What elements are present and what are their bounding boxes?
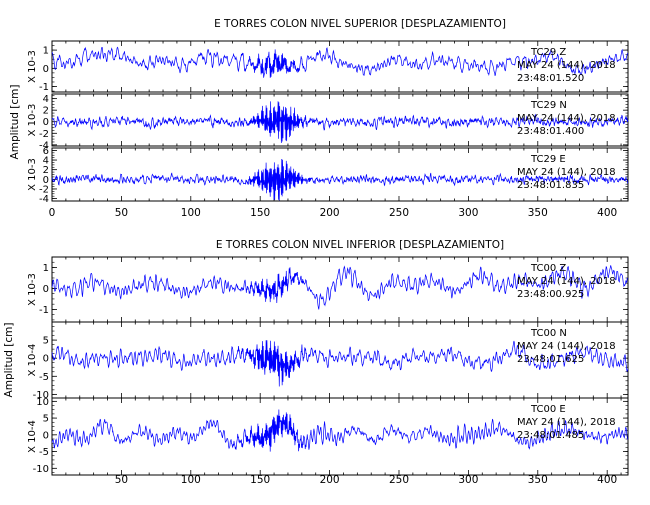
y-tick-label: 0 [43, 430, 49, 441]
y-tick-label: 5 [43, 414, 49, 425]
chart-title: E TORRES COLON NIVEL INFERIOR [DESPLAZAM… [216, 239, 504, 251]
x-tick-label: 300 [458, 207, 478, 219]
y-tick-label: 0 [43, 64, 49, 75]
panel-tc00-n: -10 -5 0 5 X 10-4 TC00 N MAY 24 (144), 2018 23:… [27, 321, 629, 401]
y-tick-label: 4 [43, 156, 49, 167]
y-tick-label: -2 [39, 129, 49, 140]
time-label: 23:48:01.625 [517, 354, 584, 365]
date-label: MAY 24 (144), 2018 [517, 417, 616, 428]
waveform-trace [51, 101, 629, 144]
x-tick-label: 350 [528, 474, 548, 486]
y-tick-label: 0 [43, 175, 49, 186]
y-tick-label: 6 [43, 146, 49, 157]
x-tick-label: 100 [181, 474, 201, 486]
date-label: MAY 24 (144), 2018 [517, 60, 616, 71]
y-axis-label: Amplitud [cm] [3, 323, 15, 398]
x-tick-label: 250 [389, 474, 409, 486]
x-tick-label: 100 [181, 207, 201, 219]
y-tick-label: 10 [36, 397, 49, 408]
station-component-label: TC29 Z [530, 47, 566, 58]
date-label: MAY 24 (144), 2018 [517, 167, 616, 178]
y-tick-label: -4 [39, 194, 49, 205]
y-tick-label: 2 [43, 106, 49, 117]
station-component-label: TC00 N [530, 328, 567, 339]
time-label: 23:48:01.520 [517, 73, 584, 84]
panel-frame [51, 397, 629, 476]
x-tick-label: 400 [597, 207, 617, 219]
y-tick-label: -4 [39, 140, 49, 151]
waveform-trace [51, 409, 629, 452]
waveform-trace [51, 340, 629, 387]
y-tick-label: 1 [43, 263, 49, 274]
y-tick-label: 2 [43, 165, 49, 176]
panel-tc00-z: -1 0 1 X 10-3 TC00 Z MAY 24 (144), 2018 23:48:… [27, 256, 629, 323]
y-tick-label: -1 [39, 305, 49, 316]
figure-2: E TORRES COLON NIVEL INFERIOR [DESPLAZAM… [3, 239, 629, 486]
x-tick-label: 0 [49, 207, 56, 219]
waveform-trace [51, 159, 629, 201]
x-tick-label: 50 [115, 207, 128, 219]
panel-frame [51, 40, 629, 93]
y-tick-label: -5 [39, 447, 49, 458]
y-tick-label: -10 [33, 390, 49, 401]
x-tick-label: 200 [320, 207, 340, 219]
time-label: 23:48:01.485 [517, 430, 584, 441]
x-tick-label: 150 [250, 474, 270, 486]
station-component-label: TC29 E [530, 154, 566, 165]
scale-label: X 10-3 [27, 104, 38, 137]
y-tick-label: -5 [39, 372, 49, 383]
x-tick-label: 350 [528, 207, 548, 219]
y-tick-label: 1 [43, 46, 49, 57]
scale-label: X 10-3 [27, 273, 38, 306]
station-component-label: TC00 Z [530, 263, 566, 274]
station-component-label: TC00 E [530, 404, 566, 415]
y-tick-label: -2 [39, 184, 49, 195]
date-label: MAY 24 (144), 2018 [517, 113, 616, 124]
y-tick-label: -10 [33, 464, 49, 475]
scale-label: X 10-3 [27, 50, 38, 83]
y-tick-label: -1 [39, 82, 49, 93]
x-tick-label: 200 [320, 474, 340, 486]
time-label: 23:48:01.400 [517, 126, 584, 137]
station-component-label: TC29 N [530, 100, 567, 111]
panel-tc00-e: -10 -5 0 5 10 X 10-4 TC00 E MAY 24 (144), 2018 2… [27, 397, 629, 476]
chart-title: E TORRES COLON NIVEL SUPERIOR [DESPLAZAM… [214, 18, 506, 30]
date-label: MAY 24 (144), 2018 [517, 341, 616, 352]
waveform-trace [51, 46, 629, 78]
y-tick-label: 0 [43, 284, 49, 295]
time-label: 23:48:00.925 [517, 289, 584, 300]
x-tick-label: 400 [597, 474, 617, 486]
time-label: 23:48:01.835 [517, 180, 584, 191]
scale-label: X 10-3 [27, 158, 38, 191]
x-tick-label: 150 [250, 207, 270, 219]
x-tick-label: 250 [389, 207, 409, 219]
scale-label: X 10-4 [27, 344, 38, 377]
y-tick-label: 0 [43, 354, 49, 365]
panel-tc29-z: -1 0 1 X 10-3 TC29 Z MAY 24 (144), 2018 23:48:… [27, 40, 629, 93]
y-tick-label: 5 [43, 336, 49, 347]
y-tick-label: 0 [43, 117, 49, 128]
x-tick-label: 300 [458, 474, 478, 486]
figure-1: E TORRES COLON NIVEL SUPERIOR [DESPLAZAM… [9, 18, 629, 219]
y-tick-label: 4 [43, 94, 49, 105]
date-label: MAY 24 (144), 2018 [517, 276, 616, 287]
scale-label: X 10-4 [27, 420, 38, 453]
x-tick-label: 50 [115, 474, 128, 486]
waveform-trace [51, 265, 629, 310]
panel-frame [51, 93, 629, 147]
y-axis-label: Amplitud [cm] [9, 85, 21, 160]
